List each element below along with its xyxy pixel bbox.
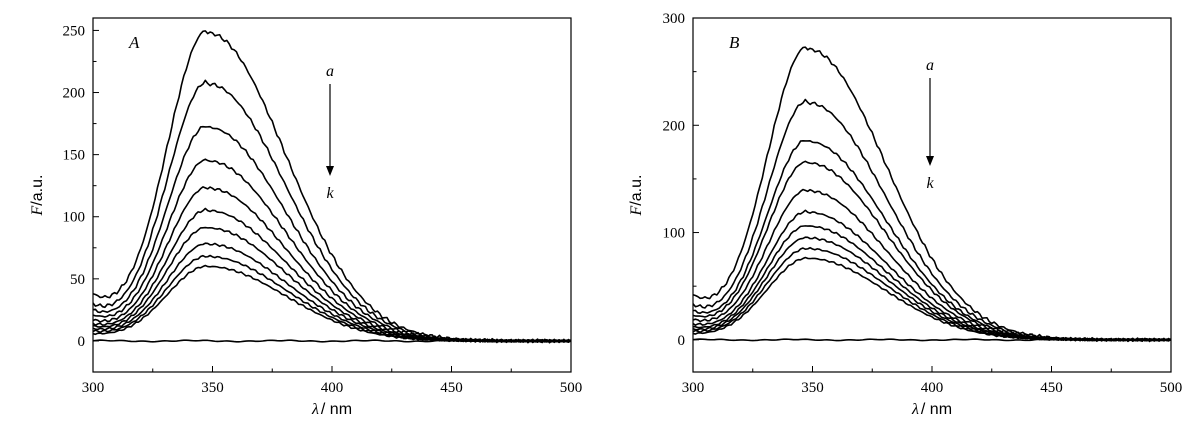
y-tick-label: 250 (63, 23, 86, 39)
arrow-head (326, 166, 334, 176)
x-tick-label: 350 (801, 380, 824, 396)
y-tick-label: 300 (663, 11, 686, 27)
arrow-start-label: a (926, 57, 934, 74)
y-tick-label: 100 (663, 226, 686, 242)
series-line (692, 246, 1172, 342)
x-axis-unit: / nm (321, 401, 352, 418)
x-tick-label: 350 (201, 380, 224, 396)
y-tick-label: 150 (63, 148, 86, 164)
series-line (92, 264, 572, 343)
y-axis-label: F/a.u. (628, 175, 645, 217)
series-line (92, 242, 572, 343)
arrow-end-label: k (326, 185, 334, 202)
x-tick-label: 300 (82, 380, 105, 396)
y-tick-label: 0 (678, 333, 686, 349)
y-tick-label: 100 (63, 210, 86, 226)
x-axis-symbol: λ (311, 401, 319, 418)
series-line (92, 339, 572, 343)
chart-panel-B: 300 350 400 450 500 0 100 200 300 λ / nm F/a.u. Ba k (628, 11, 1182, 418)
x-tick-label: 300 (682, 380, 705, 396)
x-tick-label: 450 (1040, 380, 1063, 396)
y-axis-symbol: F (29, 205, 46, 216)
panel-label: A (128, 33, 140, 52)
arrow-end-label: k (926, 175, 934, 192)
y-tick-label: 0 (78, 334, 86, 350)
series-line (692, 225, 1172, 342)
x-axis-label: λ / nm (311, 401, 352, 418)
y-tick-label: 200 (63, 86, 86, 102)
x-tick-label: 500 (560, 380, 583, 396)
y-axis-unit: /a.u. (628, 175, 645, 206)
x-tick-label: 450 (440, 380, 463, 396)
arrow-head (926, 156, 934, 166)
series-line (692, 338, 1172, 342)
arrow-start-label: a (326, 63, 334, 80)
x-tick-label: 500 (1160, 380, 1183, 396)
y-axis-unit: /a.u. (29, 175, 46, 206)
x-tick-label: 400 (321, 380, 344, 396)
series-line (692, 256, 1172, 342)
y-axis-symbol: F (628, 205, 645, 216)
chart-panel-A: 300 350 400 450 500 0 50 100 150 200 250 λ / nm F/a.u… (29, 17, 583, 418)
panel-label: B (729, 33, 740, 52)
x-tick-label: 400 (921, 380, 944, 396)
y-axis-label: F/a.u. (29, 175, 46, 217)
y-tick-label: 200 (663, 118, 686, 134)
y-tick-label: 50 (70, 272, 85, 288)
x-axis-symbol: λ (911, 401, 919, 418)
x-axis-unit: / nm (921, 401, 952, 418)
x-axis-label: λ / nm (911, 401, 952, 418)
